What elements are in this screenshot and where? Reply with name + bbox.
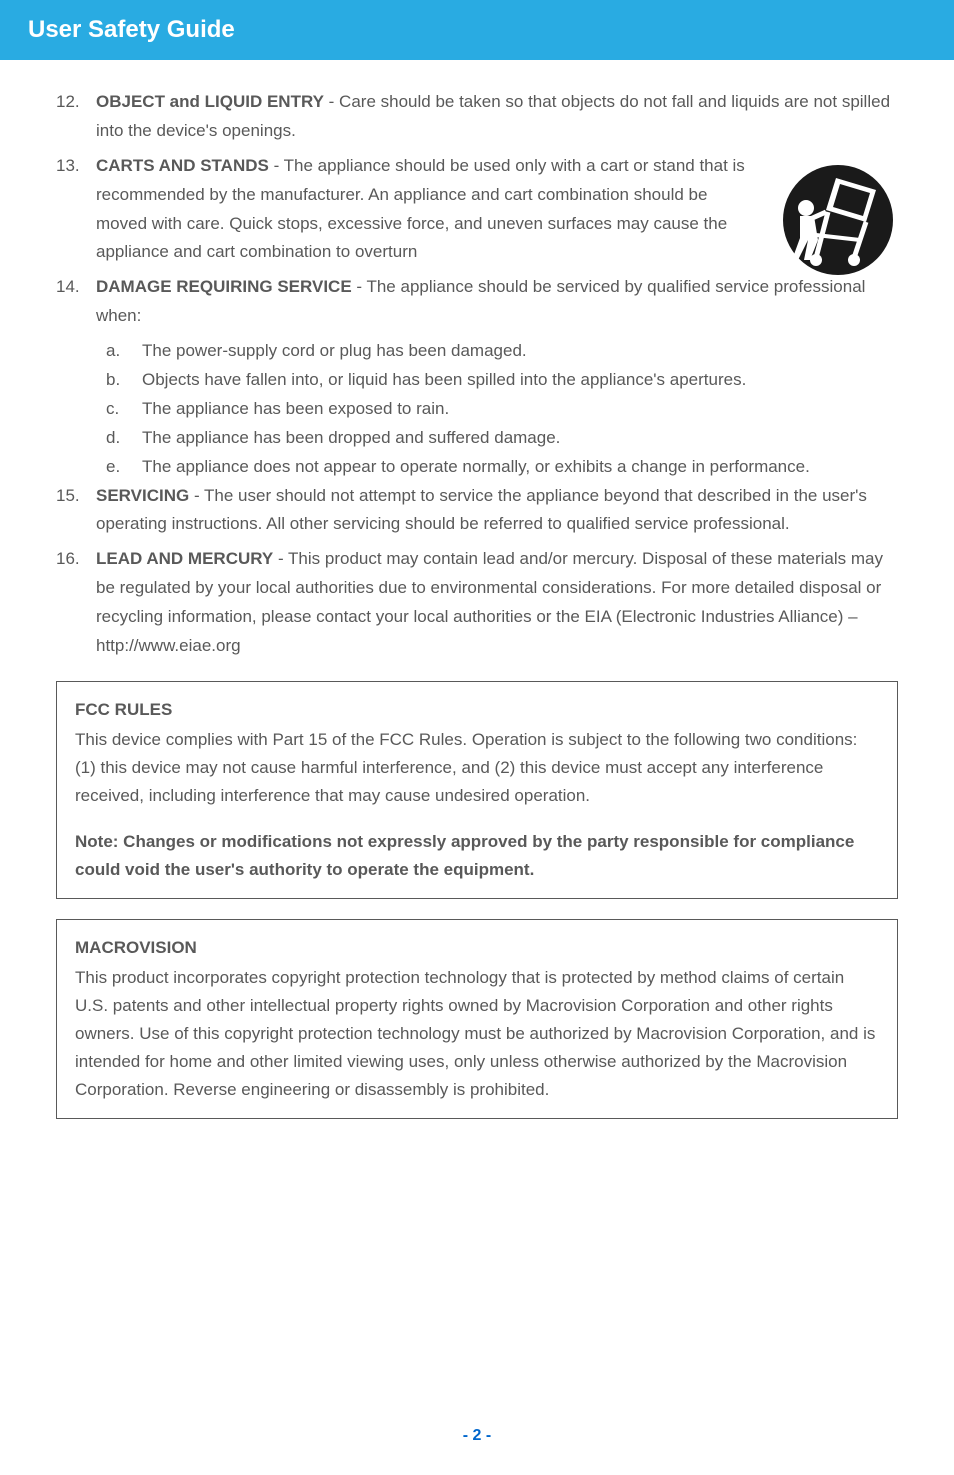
- list-body: LEAD AND MERCURY - This product may cont…: [96, 545, 898, 661]
- list-item-bold: SERVICING: [96, 486, 189, 505]
- sub-list-item: a.The power-supply cord or plug has been…: [106, 337, 898, 366]
- macrovision-box: MACROVISION This product incorporates co…: [56, 919, 898, 1119]
- list-item: 12.OBJECT and LIQUID ENTRY - Care should…: [56, 88, 898, 146]
- list-body: OBJECT and LIQUID ENTRY - Care should be…: [96, 88, 898, 146]
- list-item: 14.DAMAGE REQUIRING SERVICE - The applia…: [56, 273, 898, 331]
- list-item-bold: OBJECT and LIQUID ENTRY: [96, 92, 324, 111]
- sub-text: The appliance has been exposed to rain.: [142, 395, 898, 424]
- list-item-text: - The user should not attempt to service…: [96, 486, 867, 534]
- list-number: 16.: [56, 545, 96, 661]
- fcc-title: FCC RULES: [75, 696, 879, 724]
- cart-tipping-icon: [778, 160, 898, 280]
- list-item-bold: CARTS AND STANDS: [96, 156, 269, 175]
- sub-letter: e.: [106, 453, 142, 482]
- fcc-body: This device complies with Part 15 of the…: [75, 726, 879, 810]
- macrovision-body: This product incorporates copyright prot…: [75, 964, 879, 1104]
- page-header: User Safety Guide: [0, 0, 954, 60]
- list-body: DAMAGE REQUIRING SERVICE - The appliance…: [96, 273, 898, 331]
- list-item: 15.SERVICING - The user should not attem…: [56, 482, 898, 540]
- list-number: 12.: [56, 88, 96, 146]
- sub-letter: d.: [106, 424, 142, 453]
- list-item-bold: DAMAGE REQUIRING SERVICE: [96, 277, 352, 296]
- sub-letter: b.: [106, 366, 142, 395]
- list-body: SERVICING - The user should not attempt …: [96, 482, 898, 540]
- sub-letter: c.: [106, 395, 142, 424]
- sub-text: The power-supply cord or plug has been d…: [142, 337, 898, 366]
- page-title: User Safety Guide: [28, 16, 235, 43]
- sub-list-item: d.The appliance has been dropped and suf…: [106, 424, 898, 453]
- list-number: 15.: [56, 482, 96, 540]
- sub-letter: a.: [106, 337, 142, 366]
- fcc-rules-box: FCC RULES This device complies with Part…: [56, 681, 898, 899]
- list-number: 14.: [56, 273, 96, 331]
- sub-list-item: e.The appliance does not appear to opera…: [106, 453, 898, 482]
- page-number: - 2 -: [0, 1427, 954, 1445]
- list-item: 16.LEAD AND MERCURY - This product may c…: [56, 545, 898, 661]
- sub-list-item: c.The appliance has been exposed to rain…: [106, 395, 898, 424]
- list-item: 13.CARTS AND STANDS - The appliance shou…: [56, 152, 898, 268]
- list-item-bold: LEAD AND MERCURY: [96, 549, 273, 568]
- sub-text: The appliance has been dropped and suffe…: [142, 424, 898, 453]
- sub-list-item: b.Objects have fallen into, or liquid ha…: [106, 366, 898, 395]
- sub-text: The appliance does not appear to operate…: [142, 453, 898, 482]
- list-number: 13.: [56, 152, 96, 268]
- macrovision-title: MACROVISION: [75, 934, 879, 962]
- fcc-note: Note: Changes or modifications not expre…: [75, 828, 879, 884]
- sub-text: Objects have fallen into, or liquid has …: [142, 366, 898, 395]
